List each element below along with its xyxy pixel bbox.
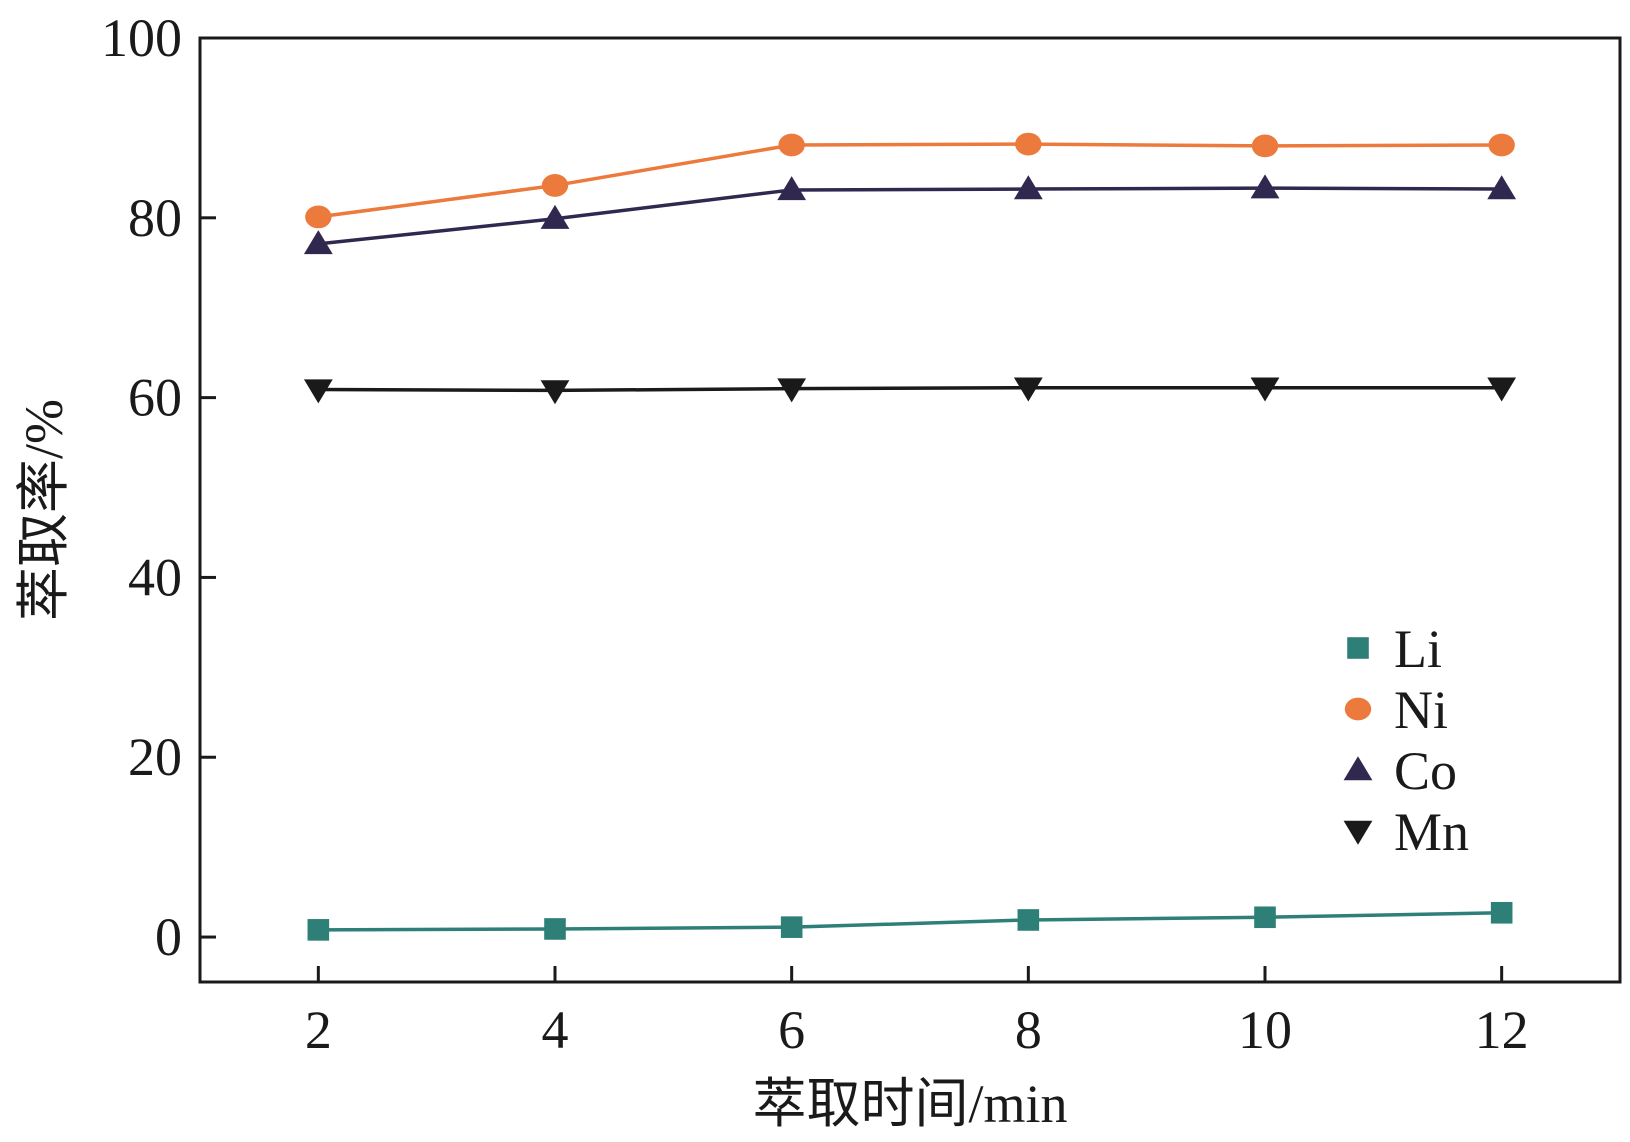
x-tick-label: 12 [1475,1000,1529,1060]
x-axis: 2 4 6 8 10 12 [305,966,1529,1060]
y-tick-label: 60 [128,368,182,428]
series-line-li [318,911,1502,932]
data-point-mn [303,379,333,404]
legend-marker-ni [1344,697,1372,721]
x-tick-label: 8 [1015,1000,1042,1060]
data-point-mn [1013,377,1043,402]
data-point-co [540,204,570,229]
x-axis-title: 萃取时间/min [752,1074,1067,1134]
data-point-mn [1250,377,1280,402]
data-point-co [1250,174,1280,199]
data-point-li [544,918,566,940]
data-point-ni [1251,134,1279,158]
y-axis: 0 20 40 60 80 100 [101,8,216,967]
data-point-ni [778,133,805,157]
legend-marker-mn [1343,820,1373,845]
data-point-ni [541,174,569,197]
x-tick-label: 4 [542,1000,569,1060]
series-line-co [318,186,1502,246]
legend-label-co: Co [1394,741,1457,801]
x-tick-label: 6 [778,1000,805,1060]
data-point-li [307,919,330,941]
legend-label-mn: Mn [1394,802,1469,862]
y-tick-label: 20 [128,727,182,787]
data-point-co [1013,175,1043,200]
data-point-co [303,230,333,255]
data-point-li [780,916,803,938]
data-point-ni [1015,132,1042,156]
data-point-co [777,176,807,201]
series-line-mn [318,385,1502,393]
plot-frame [198,36,1622,984]
data-point-li [1017,909,1040,931]
series-line-ni [318,142,1502,219]
data-point-ni [305,205,332,229]
y-tick-label: 100 [101,8,182,68]
x-tick-label: 2 [305,1000,332,1060]
legend-marker-li [1347,637,1369,659]
legend-marker-co [1343,756,1373,781]
data-point-mn [540,380,570,405]
y-axis-title: 萃取率/% [14,399,74,621]
series-group [303,132,1517,941]
data-point-li [1254,906,1276,929]
y-tick-label: 80 [128,188,182,248]
y-tick-label: 40 [128,547,182,607]
data-point-ni [1488,133,1515,157]
data-point-co [1487,175,1517,200]
data-point-mn [1487,377,1517,402]
legend-label-ni: Ni [1394,680,1448,740]
legend-label-li: Li [1394,619,1442,679]
y-tick-label: 0 [155,907,182,967]
data-point-li [1490,901,1513,924]
x-tick-label: 10 [1238,1000,1292,1060]
data-point-mn [777,378,807,403]
